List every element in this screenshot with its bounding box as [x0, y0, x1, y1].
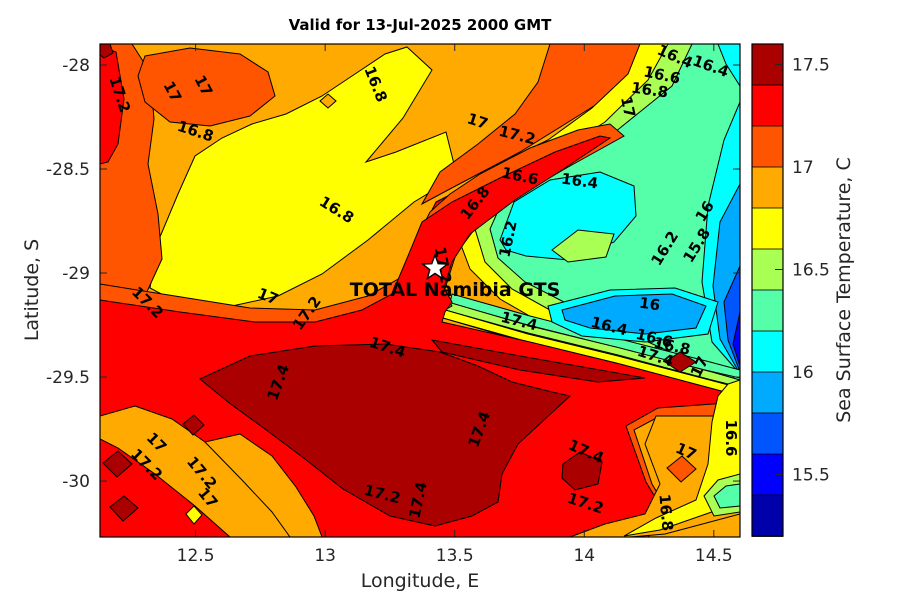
contour-region	[199, 343, 572, 527]
contour-label: 16.8	[630, 79, 669, 102]
y-tick-label: -30	[62, 472, 90, 492]
colorbar-band	[751, 207, 784, 250]
contour-label: 16	[638, 294, 661, 315]
colorbar-band	[751, 289, 784, 332]
x-tick-label: 13	[314, 546, 336, 566]
colorbar-band	[751, 494, 784, 537]
contour-region	[204, 433, 323, 538]
colorbar-bands	[751, 43, 784, 537]
x-tick-label: 13.5	[436, 546, 474, 566]
contour-region	[551, 229, 615, 263]
colorbar-band	[751, 330, 784, 373]
contour-region	[561, 451, 603, 491]
contour-region	[664, 351, 697, 373]
x-tick-label: 14.5	[695, 546, 733, 566]
colorbar-band	[751, 125, 784, 168]
contour-label: 16.8	[655, 493, 676, 531]
colorbar-tick-label: 17	[792, 158, 814, 178]
y-tick-labels: -28 -28.5 -29 -29.5 -30	[46, 56, 90, 492]
colorbar-label: Sea Surface Temperature, C	[833, 157, 855, 423]
colorbar-tick-label: 15.5	[792, 466, 830, 486]
x-axis-label: Longitude, E	[361, 570, 480, 592]
contour-region	[561, 293, 707, 335]
colorbar-tick-label: 16	[792, 363, 814, 383]
colorbar: 17.5 17 16.5 16 15.5 Sea Surface Temperature…	[751, 43, 855, 537]
station-label: TOTAL Namibia GTS	[350, 279, 561, 301]
colorbar-band	[751, 166, 784, 209]
colorbar-tick-label: 16.5	[792, 261, 830, 281]
contour-region	[102, 450, 133, 478]
axis-ticks	[100, 44, 740, 537]
station-marker-star-icon	[420, 252, 450, 281]
colorbar-border	[751, 43, 784, 537]
y-tick-label: -29.5	[46, 368, 90, 388]
colorbar-band	[751, 84, 784, 127]
contour-label: 16.4	[560, 170, 599, 193]
contour-region	[182, 414, 205, 436]
contour-region	[319, 93, 337, 109]
y-tick-label: -28	[62, 56, 90, 76]
contour-label: 17	[617, 95, 639, 119]
contour-region	[137, 47, 276, 127]
colorbar-ticks: 17.5 17 16.5 16 15.5	[775, 56, 830, 486]
contour-region	[109, 495, 139, 522]
contour-region	[99, 135, 741, 538]
x-tick-labels: 12.5 13 13.5 14 14.5	[177, 546, 733, 566]
colorbar-band	[751, 412, 784, 455]
x-tick-label: 12.5	[177, 546, 215, 566]
contour-region	[430, 339, 646, 383]
y-tick-label: -28.5	[46, 160, 90, 180]
plot-area: 17.2 17 1716.816.81717.216.416.416.616.817…	[21, 41, 741, 592]
y-axis-label: Latitude, S	[21, 239, 43, 341]
x-tick-label: 14	[573, 546, 595, 566]
contour-region	[666, 455, 697, 483]
figure-title: Valid for 13-Jul-2025 2000 GMT	[289, 16, 553, 34]
contour-region	[185, 505, 203, 525]
contour-label: 16.6	[722, 419, 740, 456]
contour-field	[99, 43, 741, 538]
plot-border	[99, 43, 741, 538]
contour-label: 17	[465, 109, 490, 133]
y-tick-label: -29	[62, 264, 90, 284]
colorbar-band	[751, 371, 784, 414]
colorbar-tick-label: 17.5	[792, 56, 830, 76]
